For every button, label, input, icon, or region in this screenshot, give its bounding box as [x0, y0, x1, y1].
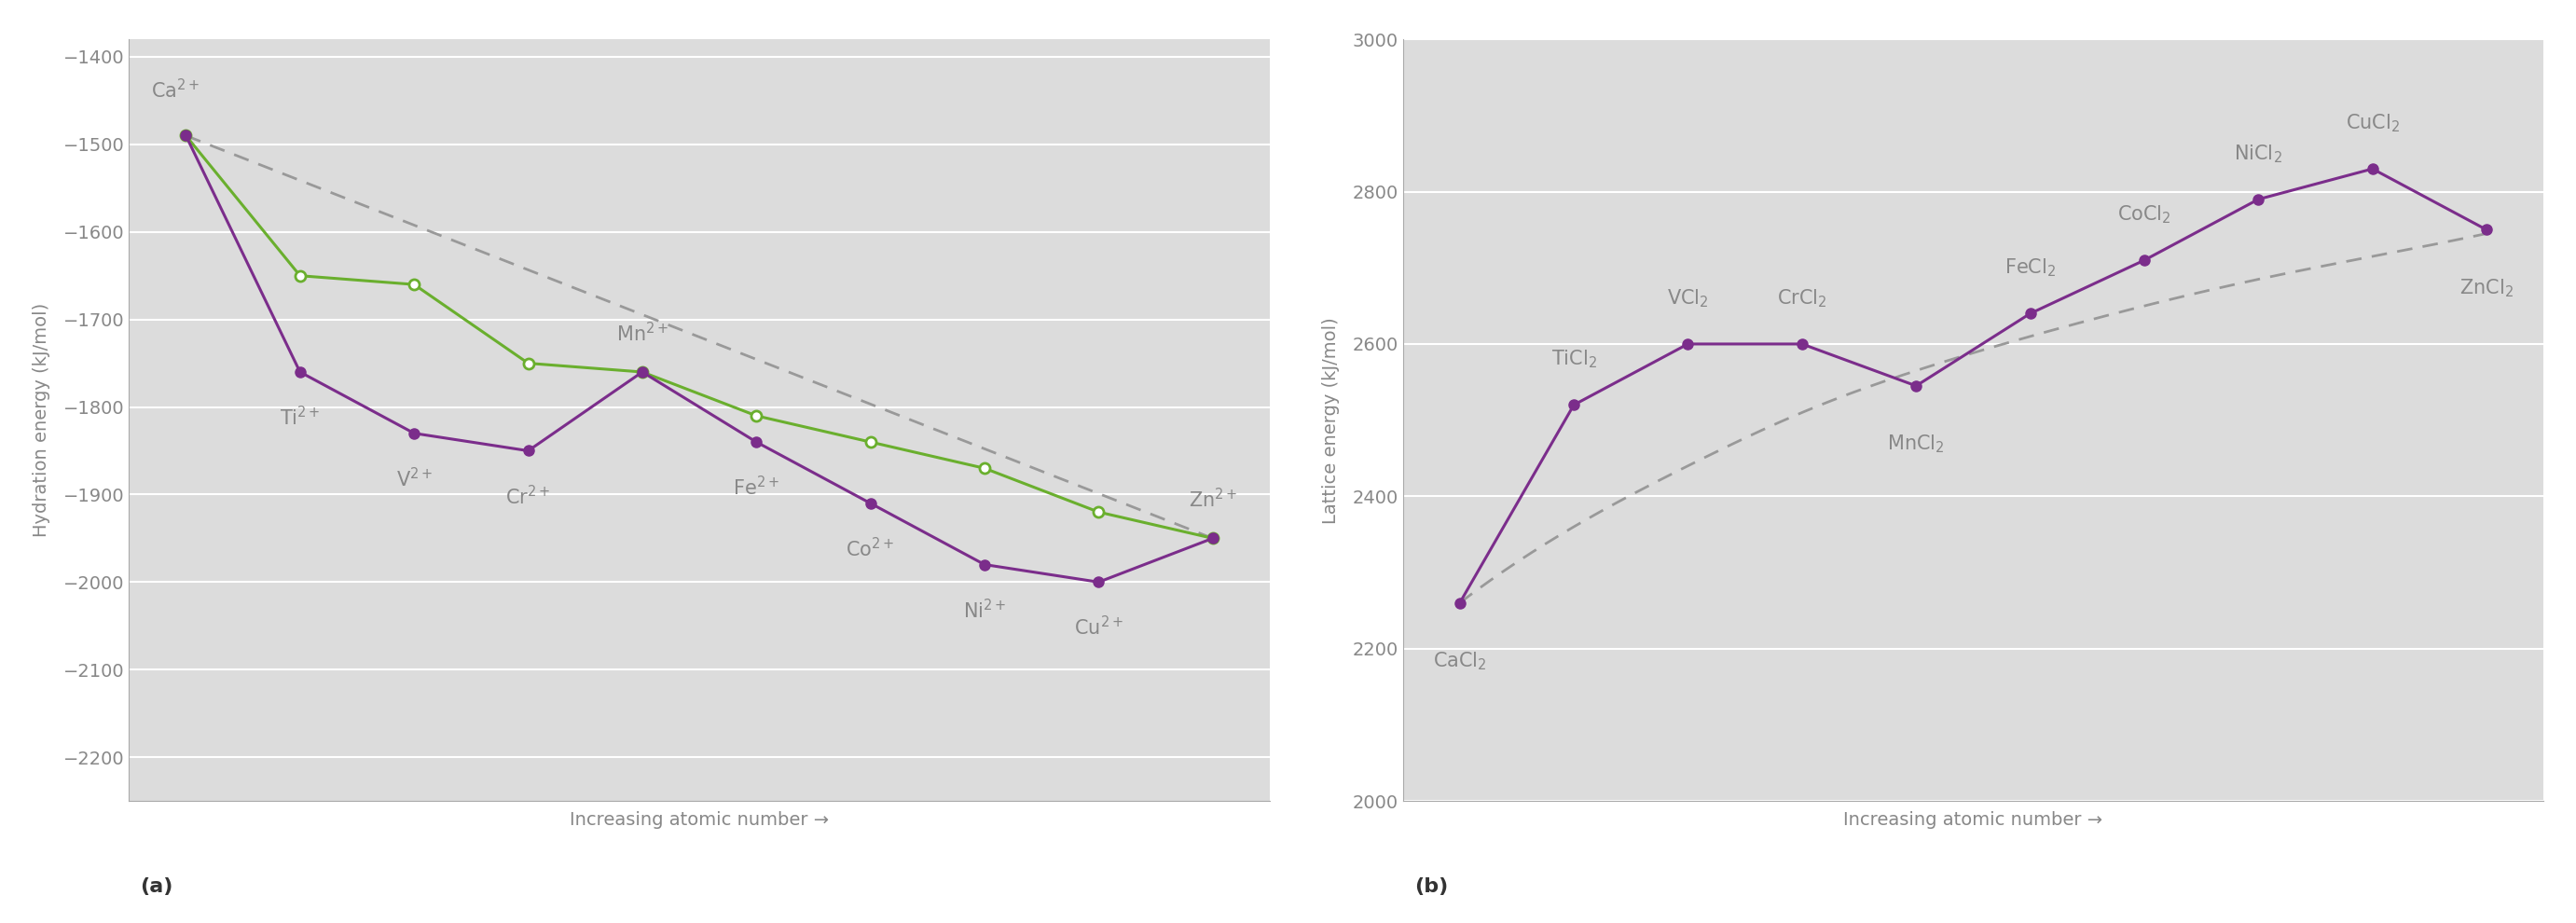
- Text: VCl$_2$: VCl$_2$: [1667, 288, 1708, 309]
- Text: Ca$^{2+}$: Ca$^{2+}$: [152, 78, 201, 102]
- Text: NiCl$_2$: NiCl$_2$: [2233, 143, 2282, 165]
- Text: V$^{2+}$: V$^{2+}$: [397, 467, 433, 490]
- Text: Cu$^{2+}$: Cu$^{2+}$: [1074, 616, 1123, 639]
- Text: Ti$^{2+}$: Ti$^{2+}$: [281, 405, 319, 429]
- Text: Cr$^{2+}$: Cr$^{2+}$: [505, 485, 551, 508]
- Text: CoCl$_2$: CoCl$_2$: [2117, 204, 2172, 226]
- Text: CaCl$_2$: CaCl$_2$: [1432, 650, 1486, 672]
- Text: ZnCl$_2$: ZnCl$_2$: [2460, 277, 2514, 299]
- Text: CrCl$_2$: CrCl$_2$: [1777, 288, 1826, 309]
- Text: FeCl$_2$: FeCl$_2$: [2004, 258, 2056, 279]
- X-axis label: Increasing atomic number →: Increasing atomic number →: [1844, 811, 2102, 829]
- Text: Ni$^{2+}$: Ni$^{2+}$: [963, 598, 1007, 621]
- Y-axis label: Hydration energy (kJ/mol): Hydration energy (kJ/mol): [33, 303, 49, 537]
- Y-axis label: Lattice energy (kJ/mol): Lattice energy (kJ/mol): [1321, 317, 1340, 523]
- Text: Co$^{2+}$: Co$^{2+}$: [845, 537, 894, 560]
- Text: (b): (b): [1414, 877, 1448, 895]
- X-axis label: Increasing atomic number →: Increasing atomic number →: [569, 811, 829, 829]
- Text: (a): (a): [139, 877, 173, 895]
- Text: Fe$^{2+}$: Fe$^{2+}$: [734, 475, 781, 499]
- Text: CuCl$_2$: CuCl$_2$: [2344, 113, 2401, 135]
- Text: MnCl$_2$: MnCl$_2$: [1888, 433, 1945, 455]
- Text: Mn$^{2+}$: Mn$^{2+}$: [616, 321, 670, 345]
- Text: TiCl$_2$: TiCl$_2$: [1551, 349, 1597, 371]
- Text: Zn$^{2+}$: Zn$^{2+}$: [1188, 487, 1236, 511]
